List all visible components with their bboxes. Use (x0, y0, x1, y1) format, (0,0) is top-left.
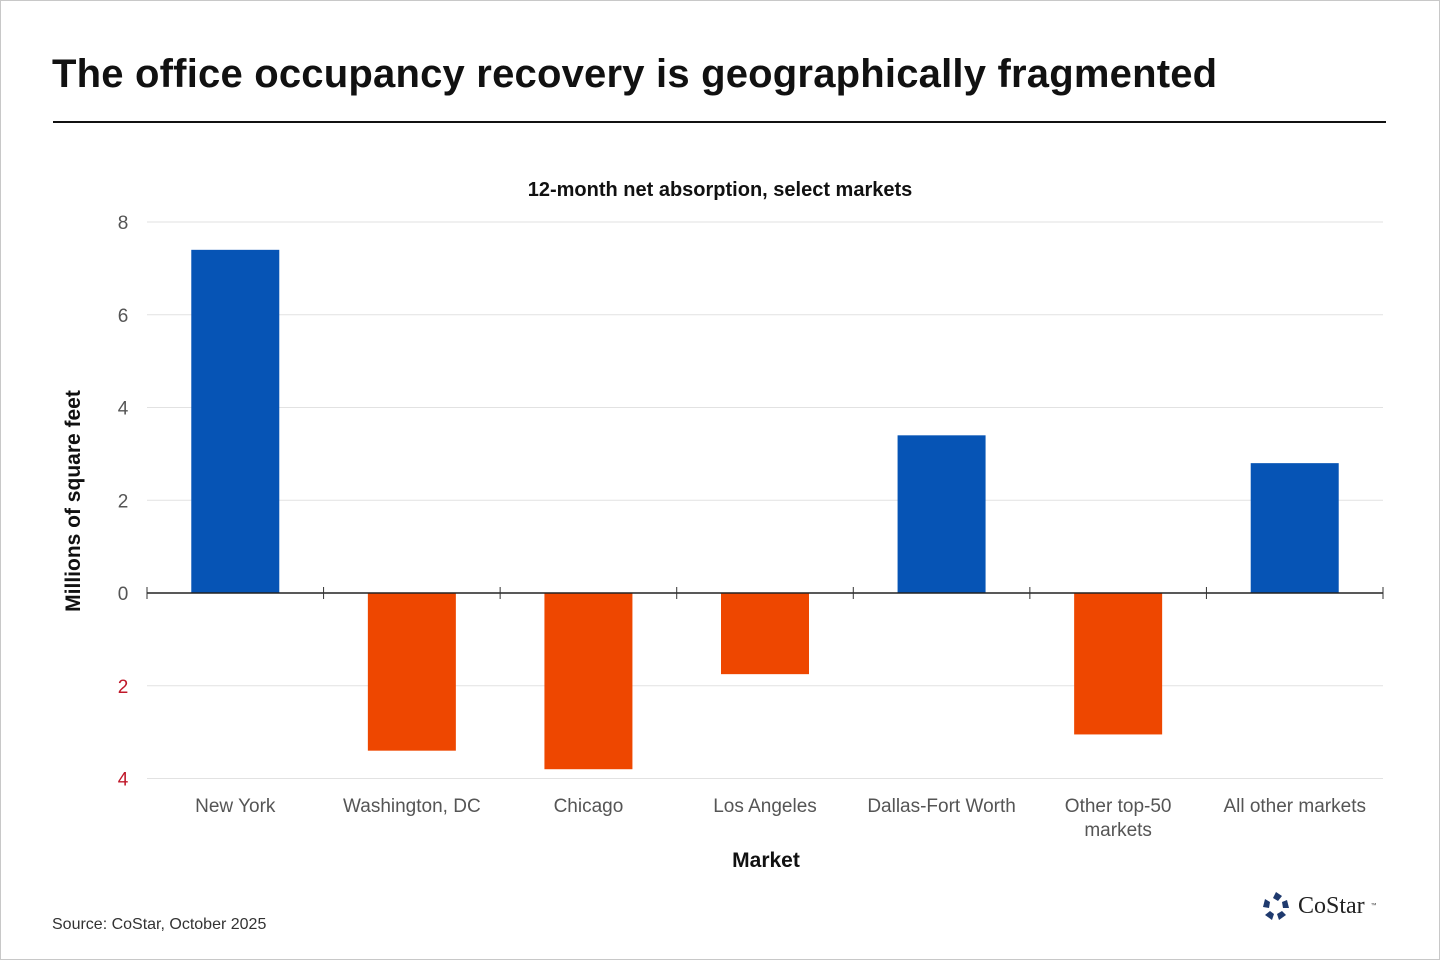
x-tick-label: Dallas-Fort Worth (867, 796, 1016, 817)
bar-washington-dc (367, 593, 456, 751)
x-tick-label: Other top-50 markets (1065, 796, 1172, 841)
x-tick-label: Los Angeles (713, 796, 817, 817)
title-divider (53, 121, 1386, 123)
bar-other-top-50-markets (1074, 593, 1163, 735)
y-tick-label: 0 (118, 584, 129, 605)
costar-star-icon (1263, 892, 1289, 920)
x-tick-label: Chicago (554, 796, 624, 817)
y-axis-label: Millions of square feet (62, 390, 85, 612)
logo-text: CoStar (1298, 892, 1365, 919)
y-tick-label: 2 (118, 677, 129, 698)
y-tick-label: 6 (118, 306, 129, 327)
x-tick-label: Washington, DC (343, 796, 481, 817)
logo-tm: ™ (1370, 903, 1377, 909)
source-note: Source: CoStar, October 2025 (52, 916, 267, 933)
chart-subtitle: 12-month net absorption, select markets (528, 179, 913, 201)
x-tick-label: All other markets (1223, 796, 1366, 817)
y-tick-label: 4 (118, 399, 129, 420)
page-title: The office occupancy recovery is geograp… (52, 52, 1218, 96)
bar-new-york (191, 249, 280, 593)
costar-logo: CoStar ™ (1260, 890, 1377, 922)
bar-los-angeles (721, 593, 809, 675)
bar-dallas-fort-worth (897, 435, 986, 593)
bar-all-other-markets (1250, 463, 1339, 593)
x-axis-label: Market (732, 849, 800, 872)
y-tick-label: 2 (118, 491, 129, 512)
y-tick-label: 4 (118, 770, 129, 791)
y-tick-label: 8 (118, 213, 129, 234)
bar-chicago (544, 593, 633, 770)
x-tick-label: New York (195, 796, 276, 817)
